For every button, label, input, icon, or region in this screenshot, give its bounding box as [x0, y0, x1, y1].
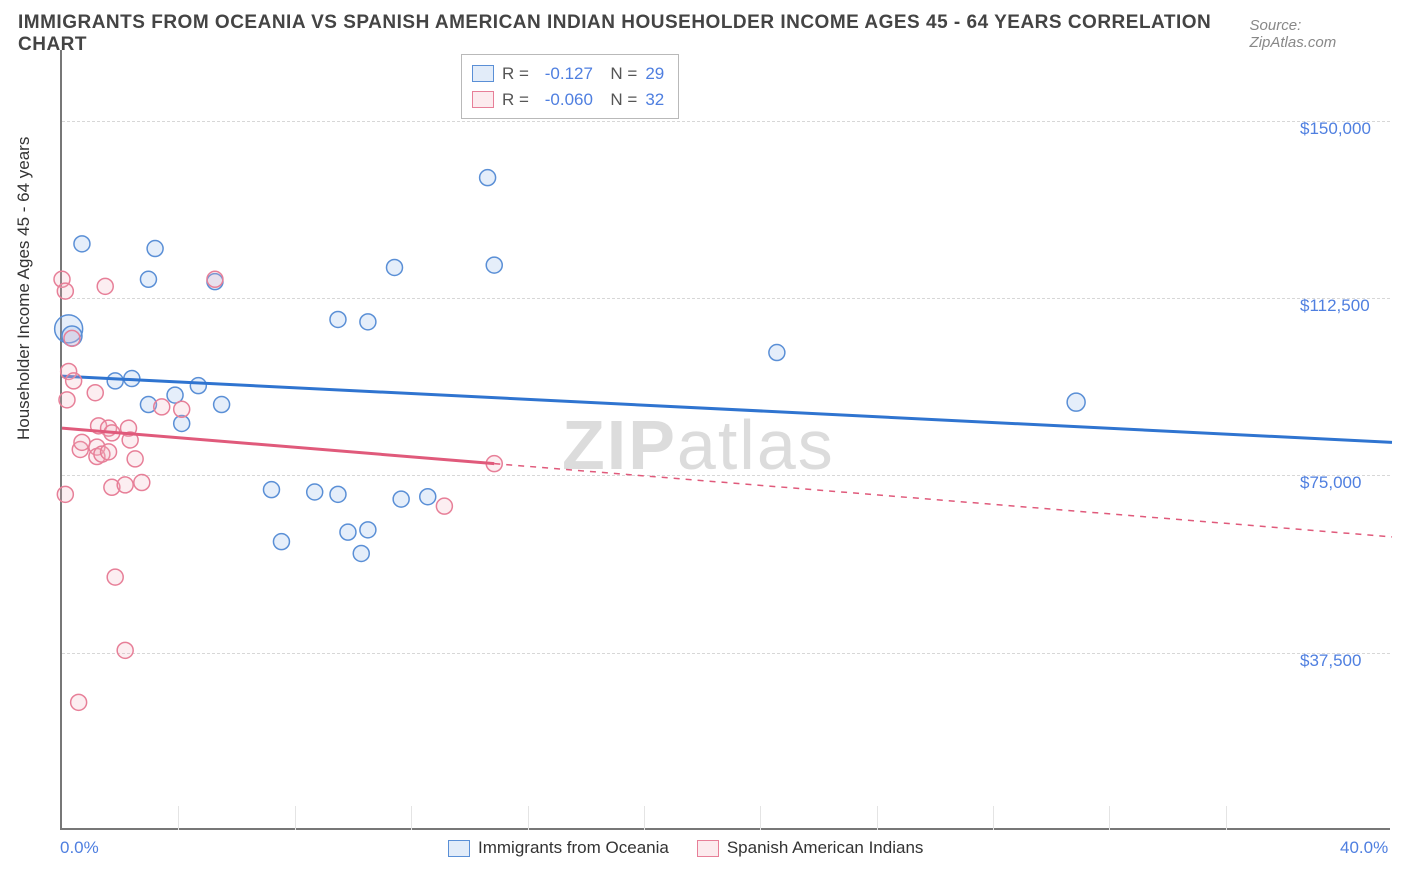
data-point-spanish	[59, 392, 75, 408]
data-point-oceania	[486, 257, 502, 273]
r-value: -0.060	[537, 87, 593, 113]
data-point-oceania	[107, 373, 123, 389]
data-point-spanish	[174, 401, 190, 417]
legend-swatch	[697, 840, 719, 857]
data-point-oceania	[330, 311, 346, 327]
chart-container: IMMIGRANTS FROM OCEANIA VS SPANISH AMERI…	[0, 0, 1406, 892]
data-point-oceania	[263, 482, 279, 498]
data-point-spanish	[154, 399, 170, 415]
y-tick-label: $150,000	[1300, 119, 1371, 139]
scatter-svg	[62, 50, 1390, 828]
data-point-oceania	[360, 522, 376, 538]
n-label: N =	[601, 87, 637, 113]
data-point-spanish	[134, 475, 150, 491]
data-point-oceania	[340, 524, 356, 540]
data-point-spanish	[127, 451, 143, 467]
y-tick-label: $112,500	[1300, 296, 1370, 316]
data-point-spanish	[57, 283, 73, 299]
data-point-spanish	[207, 271, 223, 287]
data-point-spanish	[87, 385, 103, 401]
data-point-spanish	[64, 330, 80, 346]
data-point-oceania	[273, 534, 289, 550]
data-point-oceania	[353, 545, 369, 561]
data-point-spanish	[97, 278, 113, 294]
data-point-spanish	[107, 569, 123, 585]
legend-swatch	[472, 65, 494, 82]
data-point-oceania	[330, 486, 346, 502]
y-tick-label: $37,500	[1300, 651, 1361, 671]
x-tick-label: 0.0%	[60, 838, 99, 858]
data-point-oceania	[387, 259, 403, 275]
data-point-oceania	[307, 484, 323, 500]
y-axis-label: Householder Income Ages 45 - 64 years	[14, 137, 34, 440]
source-label: Source: ZipAtlas.com	[1250, 17, 1388, 51]
r-label: R =	[502, 87, 529, 113]
y-tick-label: $75,000	[1300, 473, 1361, 493]
data-point-spanish	[57, 486, 73, 502]
legend-swatch	[472, 91, 494, 108]
data-point-spanish	[66, 373, 82, 389]
data-point-oceania	[420, 489, 436, 505]
data-point-spanish	[117, 642, 133, 658]
r-label: R =	[502, 61, 529, 87]
plot-area: ZIPatlas R =-0.127 N =29R =-0.060 N =32	[60, 50, 1390, 830]
legend-label: Spanish American Indians	[727, 838, 924, 858]
data-point-spanish	[74, 434, 90, 450]
data-point-oceania	[480, 170, 496, 186]
legend-item-spanish: Spanish American Indians	[697, 838, 924, 858]
n-value: 29	[645, 61, 664, 87]
n-label: N =	[601, 61, 637, 87]
data-point-oceania	[147, 241, 163, 257]
trend-line-oceania	[62, 376, 1392, 442]
x-tick-label: 40.0%	[1340, 838, 1388, 858]
data-point-oceania	[140, 271, 156, 287]
data-point-oceania	[393, 491, 409, 507]
correlation-legend: R = -0.127 N = 29 R = -0.060 N = 32	[461, 54, 679, 119]
legend-label: Immigrants from Oceania	[478, 838, 669, 858]
legend-row-spanish: R = -0.060 N = 32	[472, 87, 664, 113]
data-point-oceania	[214, 397, 230, 413]
data-point-oceania	[74, 236, 90, 252]
legend-swatch	[448, 840, 470, 857]
data-point-spanish	[71, 694, 87, 710]
legend-item-oceania: Immigrants from Oceania	[448, 838, 669, 858]
data-point-oceania	[769, 345, 785, 361]
trend-dash-spanish	[494, 464, 1392, 537]
data-point-spanish	[436, 498, 452, 514]
data-point-oceania	[190, 378, 206, 394]
data-point-oceania	[1067, 393, 1085, 411]
data-point-spanish	[101, 444, 117, 460]
data-point-oceania	[360, 314, 376, 330]
legend-row-oceania: R = -0.127 N = 29	[472, 61, 664, 87]
r-value: -0.127	[537, 61, 593, 87]
n-value: 32	[645, 87, 664, 113]
series-legend: Immigrants from Oceania Spanish American …	[448, 838, 923, 858]
data-point-spanish	[117, 477, 133, 493]
